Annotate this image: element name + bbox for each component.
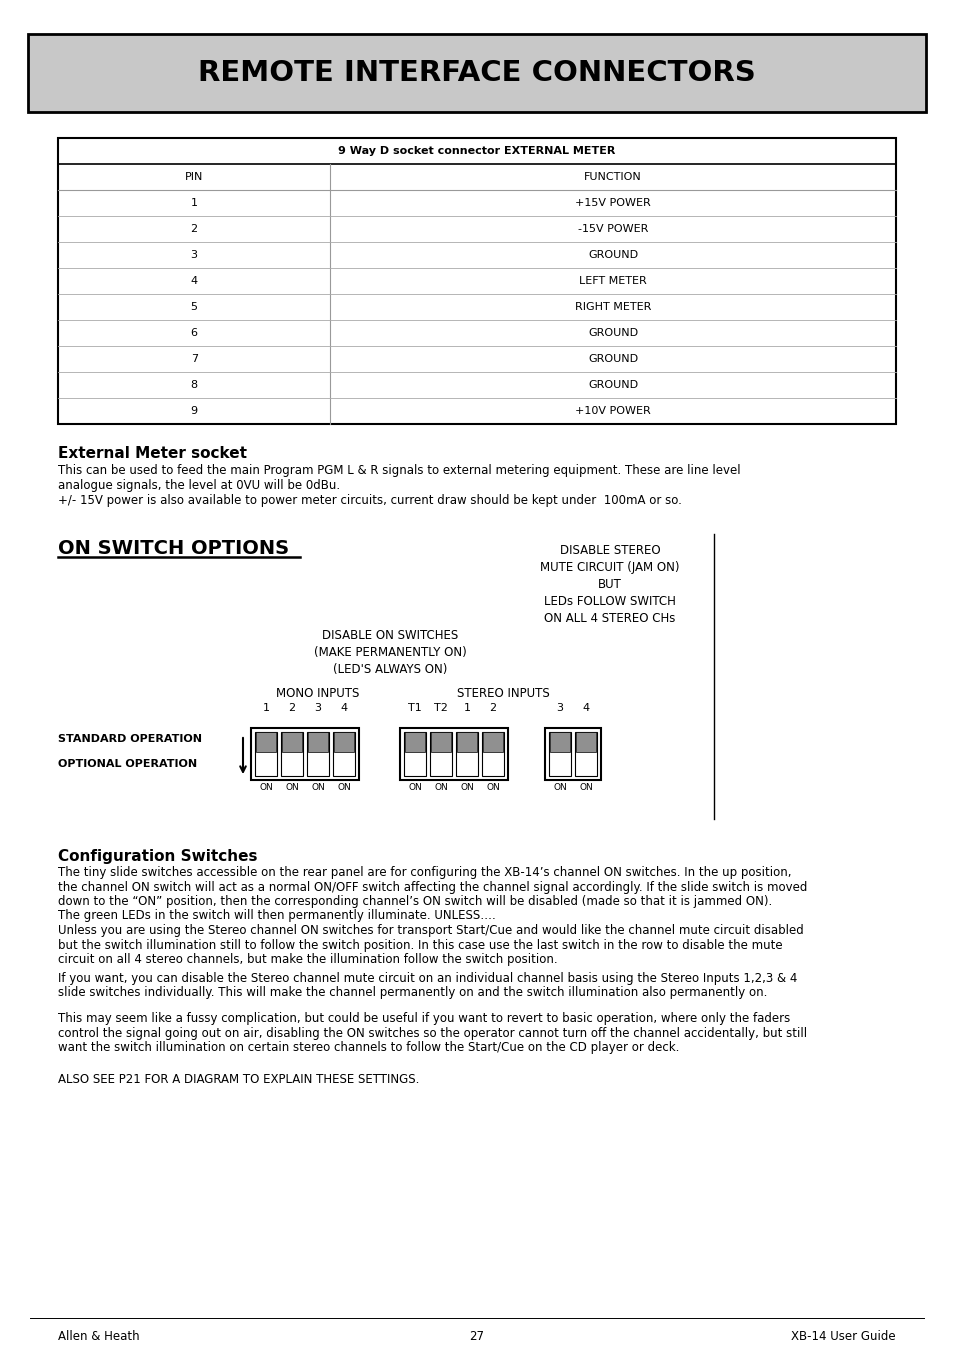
Text: 4: 4: [191, 276, 197, 286]
Text: 2: 2: [191, 224, 197, 234]
Text: MONO INPUTS: MONO INPUTS: [276, 688, 359, 700]
Text: 3: 3: [191, 250, 197, 259]
Bar: [58, 138, 895, 424]
Bar: [307, 732, 329, 775]
Text: the channel ON switch will act as a normal ON/OFF switch affecting the channel s: the channel ON switch will act as a norm…: [58, 881, 806, 893]
Bar: [550, 732, 569, 751]
Text: 6: 6: [191, 328, 197, 338]
Text: circuit on all 4 stereo channels, but make the illumination follow the switch po: circuit on all 4 stereo channels, but ma…: [58, 952, 558, 966]
Bar: [255, 732, 275, 751]
Text: 9: 9: [191, 407, 197, 416]
Text: PIN: PIN: [185, 172, 203, 182]
Text: +15V POWER: +15V POWER: [575, 199, 650, 208]
Text: Configuration Switches: Configuration Switches: [58, 848, 257, 865]
Text: Unless you are using the Stereo channel ON switches for transport Start/Cue and : Unless you are using the Stereo channel …: [58, 924, 803, 938]
Text: RIGHT METER: RIGHT METER: [575, 303, 651, 312]
Text: XB-14 User Guide: XB-14 User Guide: [791, 1329, 895, 1343]
Text: ALSO SEE P21 FOR A DIAGRAM TO EXPLAIN THESE SETTINGS.: ALSO SEE P21 FOR A DIAGRAM TO EXPLAIN TH…: [58, 1073, 419, 1086]
Text: ON: ON: [259, 784, 273, 792]
Bar: [431, 732, 451, 751]
Text: REMOTE INTERFACE CONNECTORS: REMOTE INTERFACE CONNECTORS: [198, 59, 755, 86]
Text: GROUND: GROUND: [587, 380, 638, 390]
Text: FUNCTION: FUNCTION: [583, 172, 641, 182]
Text: T1: T1: [408, 703, 421, 713]
Text: 3: 3: [556, 703, 563, 713]
Bar: [251, 728, 358, 780]
Bar: [482, 732, 502, 751]
Text: +/- 15V power is also available to power meter circuits, current draw should be : +/- 15V power is also available to power…: [58, 494, 681, 507]
Bar: [254, 732, 276, 775]
Text: This can be used to feed the main Program PGM L & R signals to external metering: This can be used to feed the main Progra…: [58, 463, 740, 477]
Bar: [405, 732, 424, 751]
Bar: [456, 732, 476, 751]
Text: -15V POWER: -15V POWER: [578, 224, 648, 234]
Text: This may seem like a fussy complication, but could be useful if you want to reve: This may seem like a fussy complication,…: [58, 1012, 789, 1025]
Text: 7: 7: [191, 354, 197, 363]
Text: +10V POWER: +10V POWER: [575, 407, 650, 416]
Text: 4: 4: [582, 703, 589, 713]
Text: The tiny slide switches accessible on the rear panel are for configuring the XB-: The tiny slide switches accessible on th…: [58, 866, 791, 880]
Text: ON: ON: [553, 784, 566, 792]
Text: analogue signals, the level at 0VU will be 0dBu.: analogue signals, the level at 0VU will …: [58, 480, 340, 492]
Text: DISABLE ON SWITCHES
(MAKE PERMANENTLY ON)
(LED'S ALWAYS ON): DISABLE ON SWITCHES (MAKE PERMANENTLY ON…: [314, 630, 466, 676]
Text: slide switches individually. This will make the channel permanently on and the s: slide switches individually. This will m…: [58, 986, 766, 1000]
Text: want the switch illumination on certain stereo channels to follow the Start/Cue : want the switch illumination on certain …: [58, 1042, 679, 1054]
Bar: [334, 732, 354, 751]
Text: If you want, you can disable the Stereo channel mute circuit on an individual ch: If you want, you can disable the Stereo …: [58, 971, 797, 985]
Text: 27: 27: [469, 1329, 484, 1343]
Bar: [456, 732, 477, 775]
Text: DISABLE STEREO
MUTE CIRCUIT (JAM ON)
BUT
LEDs FOLLOW SWITCH
ON ALL 4 STEREO CHs: DISABLE STEREO MUTE CIRCUIT (JAM ON) BUT…: [539, 544, 679, 626]
Text: GROUND: GROUND: [587, 354, 638, 363]
Bar: [308, 732, 328, 751]
Bar: [481, 732, 503, 775]
Text: ON: ON: [434, 784, 447, 792]
Text: GROUND: GROUND: [587, 328, 638, 338]
Text: 9 Way D socket connector EXTERNAL METER: 9 Way D socket connector EXTERNAL METER: [338, 146, 615, 155]
Text: ON: ON: [459, 784, 474, 792]
Text: ON: ON: [578, 784, 592, 792]
Bar: [430, 732, 452, 775]
Text: 3: 3: [314, 703, 321, 713]
Bar: [282, 732, 302, 751]
Text: 4: 4: [340, 703, 347, 713]
Text: but the switch illumination still to follow the switch position. In this case us: but the switch illumination still to fol…: [58, 939, 781, 951]
Text: LEFT METER: LEFT METER: [578, 276, 646, 286]
Bar: [544, 728, 600, 780]
Bar: [28, 34, 925, 112]
Text: 5: 5: [191, 303, 197, 312]
Text: 2: 2: [489, 703, 497, 713]
Bar: [575, 732, 597, 775]
Bar: [576, 732, 596, 751]
Bar: [403, 732, 426, 775]
Text: ON: ON: [285, 784, 298, 792]
Bar: [333, 732, 355, 775]
Text: down to the “ON” position, then the corresponding channel’s ON switch will be di: down to the “ON” position, then the corr…: [58, 894, 771, 908]
Text: 1: 1: [463, 703, 470, 713]
Text: ON: ON: [311, 784, 325, 792]
Bar: [548, 732, 571, 775]
Text: The green LEDs in the switch will then permanently illuminate. UNLESS….: The green LEDs in the switch will then p…: [58, 909, 496, 923]
Text: T2: T2: [434, 703, 448, 713]
Text: OPTIONAL OPERATION: OPTIONAL OPERATION: [58, 759, 197, 769]
Text: ON: ON: [408, 784, 421, 792]
Text: External Meter socket: External Meter socket: [58, 446, 247, 461]
Text: ON: ON: [336, 784, 351, 792]
Text: 8: 8: [191, 380, 197, 390]
Text: 1: 1: [191, 199, 197, 208]
Text: GROUND: GROUND: [587, 250, 638, 259]
Text: Allen & Heath: Allen & Heath: [58, 1329, 139, 1343]
Text: ON: ON: [486, 784, 499, 792]
Text: STANDARD OPERATION: STANDARD OPERATION: [58, 734, 202, 744]
Text: 1: 1: [262, 703, 269, 713]
Text: 2: 2: [288, 703, 295, 713]
Bar: [399, 728, 507, 780]
Text: STEREO INPUTS: STEREO INPUTS: [456, 688, 549, 700]
Text: control the signal going out on air, disabling the ON switches so the operator c: control the signal going out on air, dis…: [58, 1027, 806, 1040]
Text: ON SWITCH OPTIONS: ON SWITCH OPTIONS: [58, 539, 289, 558]
Bar: [281, 732, 303, 775]
